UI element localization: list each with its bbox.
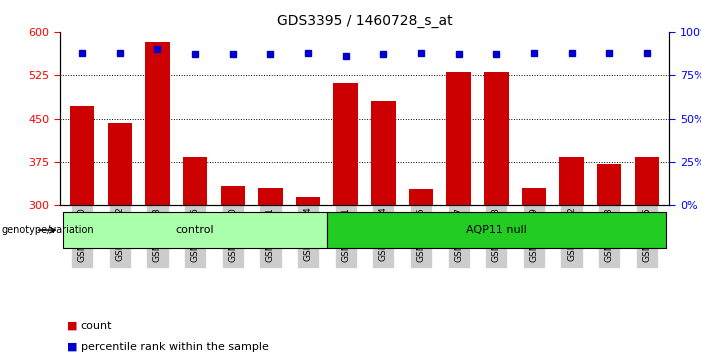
Bar: [371, 101, 395, 205]
Bar: [296, 197, 320, 205]
Bar: [597, 164, 622, 205]
Bar: [63, 212, 327, 248]
Bar: [409, 189, 433, 205]
Bar: [107, 122, 132, 205]
Text: genotype/variation: genotype/variation: [1, 225, 94, 235]
Text: control: control: [176, 225, 215, 235]
Bar: [258, 188, 283, 205]
Bar: [221, 186, 245, 205]
Bar: [634, 157, 659, 205]
Text: AQP11 null: AQP11 null: [466, 225, 526, 235]
Text: count: count: [81, 321, 112, 331]
Text: GDS3395 / 1460728_s_at: GDS3395 / 1460728_s_at: [277, 14, 452, 28]
Bar: [559, 157, 584, 205]
Bar: [70, 106, 95, 205]
Text: ■: ■: [67, 342, 77, 352]
Bar: [522, 188, 546, 205]
Bar: [447, 72, 471, 205]
Bar: [484, 72, 508, 205]
Text: ■: ■: [67, 321, 77, 331]
Bar: [183, 157, 207, 205]
Text: percentile rank within the sample: percentile rank within the sample: [81, 342, 268, 352]
Bar: [327, 212, 666, 248]
Bar: [145, 42, 170, 205]
Bar: [334, 83, 358, 205]
